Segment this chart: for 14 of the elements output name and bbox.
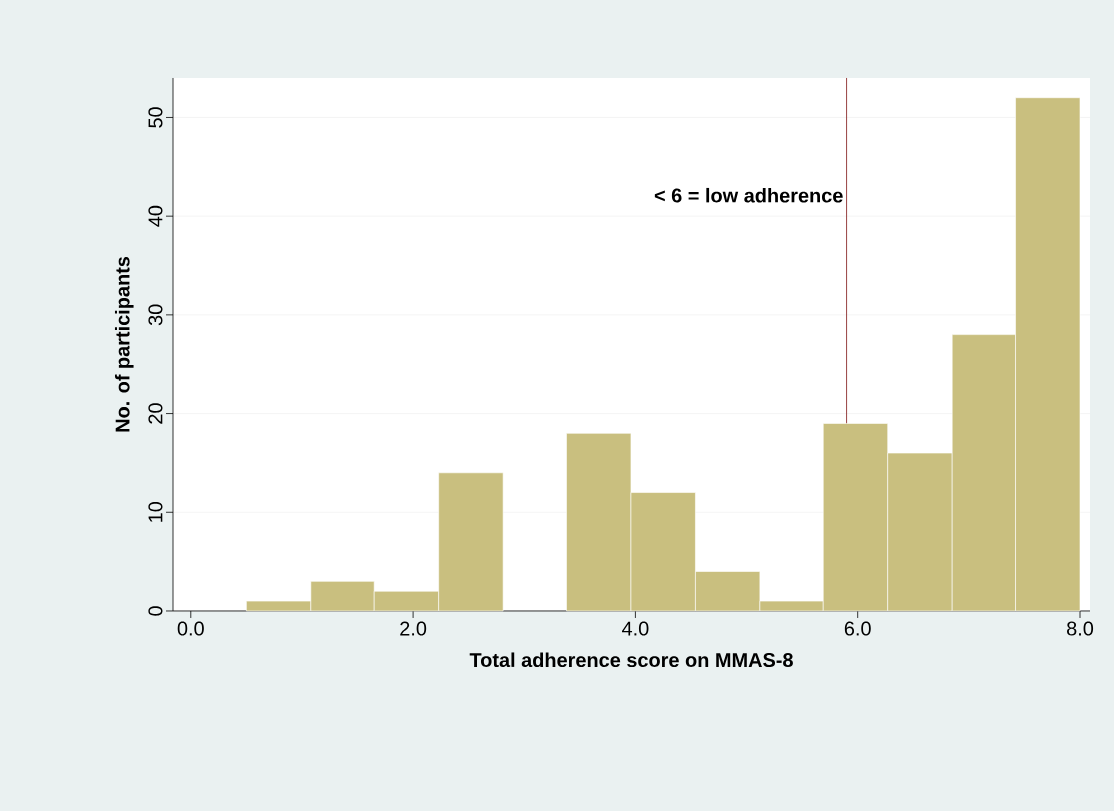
x-tick-label: 2.0: [400, 621, 427, 636]
y-axis-title: No. of participants: [114, 256, 134, 432]
y-tick-label: 40: [148, 205, 163, 227]
x-tick-label: 6.0: [844, 621, 871, 636]
y-tick-label: 0: [148, 606, 163, 616]
y-tick-label: 30: [148, 304, 163, 326]
y-tick-label: 10: [148, 501, 163, 522]
x-tick-label: 0.0: [177, 621, 204, 636]
y-tick-label: 50: [148, 107, 163, 128]
x-tick-label: 4.0: [622, 621, 649, 636]
x-tick-label: 8.0: [1067, 621, 1094, 636]
y-tick-label: 20: [148, 403, 163, 424]
x-axis-title: Total adherence score on MMAS-8: [469, 652, 793, 668]
ref-line-label: < 6 = low adherence: [654, 187, 843, 203]
